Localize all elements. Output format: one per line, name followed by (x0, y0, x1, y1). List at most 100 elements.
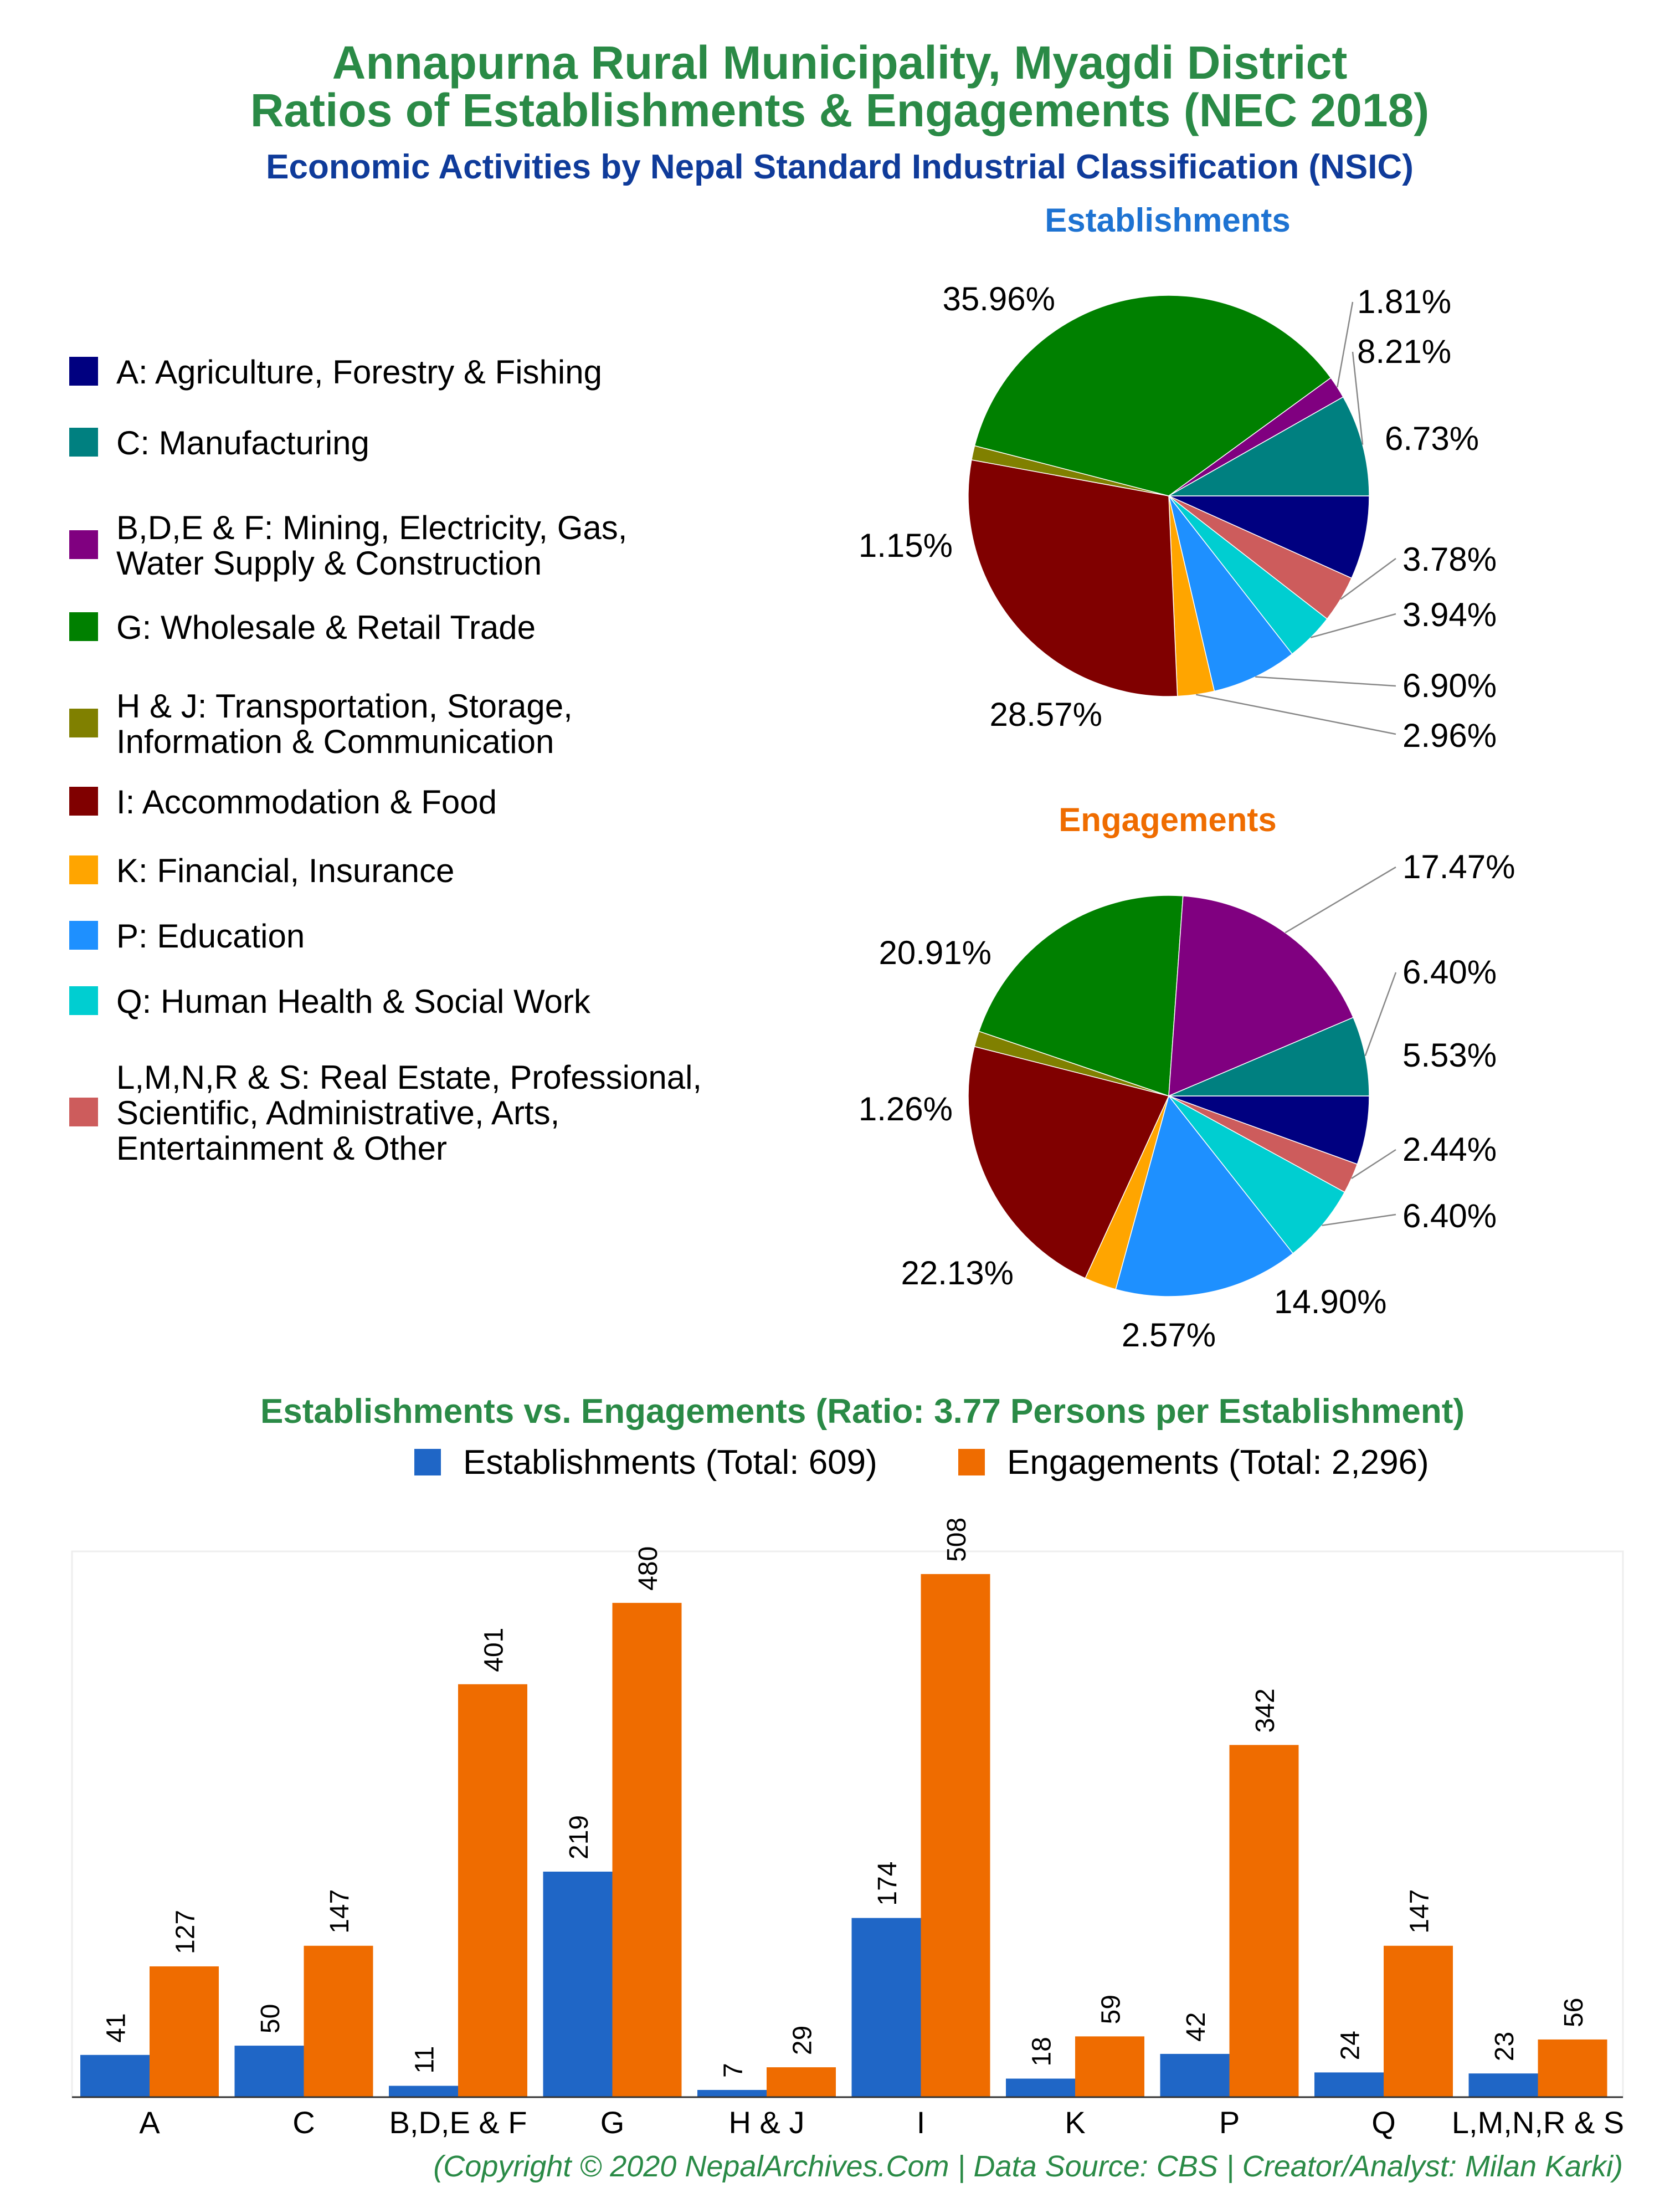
bar-chart-legend: Establishments (Total: 609) Engagements … (414, 1443, 1429, 1482)
x-tick-label-1: C (292, 2105, 315, 2140)
legend-swatch-c (69, 428, 98, 457)
legend-label-hj: H & J: Transportation, Storage, Informati… (116, 688, 573, 760)
legend-swatch-p (69, 921, 98, 950)
eng-label-g: 20.91% (879, 934, 992, 971)
est-label-hj: 1.15% (859, 527, 953, 564)
x-tick-label-4: H & J (729, 2105, 805, 2140)
engagements-pie-title: Engagements (1059, 801, 1276, 838)
legend-swatch-g (69, 612, 98, 641)
eng-slice-i (968, 1046, 1170, 1279)
est-label-p: 6.90% (1402, 667, 1497, 704)
est-leader-k (1196, 694, 1396, 735)
bar-eng-7 (1229, 1745, 1299, 2097)
bar-value-label-eng-2: 401 (480, 1628, 509, 1672)
bar-est-6 (1006, 2078, 1075, 2097)
eng-leader-c (1364, 972, 1397, 1057)
x-tick-label-7: P (1219, 2105, 1240, 2140)
bar-est-7 (1160, 2053, 1230, 2097)
bar-value-label-eng-4: 29 (788, 2026, 818, 2055)
eng-leader-q (1322, 1213, 1396, 1226)
legend-label-a: A: Agriculture, Forestry & Fishing (116, 353, 602, 391)
legend-label-i: I: Accommodation & Food (116, 783, 497, 821)
est-label-g: 35.96% (943, 280, 1056, 317)
bar-est-5 (851, 1918, 921, 2097)
bar-value-label-est-7: 42 (1181, 2012, 1211, 2042)
bar-value-label-est-5: 174 (873, 1862, 902, 1906)
legend-swatch-k (69, 855, 98, 884)
legend-label-k: K: Financial, Insurance (116, 852, 454, 889)
bar-value-label-est-8: 24 (1336, 2031, 1365, 2060)
est-label-q: 3.94% (1402, 596, 1497, 633)
bar-eng-9 (1538, 2039, 1607, 2097)
est-slice-g (974, 295, 1332, 496)
est-leader-lmnrs (1340, 557, 1396, 600)
bar-eng-4 (767, 2067, 836, 2097)
legend-swatch-engagements (958, 1449, 985, 1475)
eng-label-a: 5.53% (1402, 1037, 1497, 1074)
bar-eng-1 (304, 1945, 373, 2097)
legend-swatch-bdef (69, 530, 98, 559)
legend-label-p: P: Education (116, 918, 305, 955)
bar-value-label-est-4: 7 (719, 2063, 748, 2078)
category-legend: A: Agriculture, Forestry & Fishing C: Man… (69, 353, 702, 1167)
est-label-a: 6.73% (1385, 420, 1479, 457)
eng-leader-lmnrs (1351, 1149, 1396, 1180)
bar-est-3 (543, 1871, 613, 2097)
legend-swatch-q (69, 986, 98, 1015)
footer-credit: (Copyright © 2020 NepalArchives.Com | Da… (433, 2150, 1623, 2183)
legend-label-bdef: B,D,E & F: Mining, Electricity, Gas, Wate… (116, 509, 627, 582)
legend-label-lmnrs: L,M,N,R & S: Real Estate, Professional, S… (116, 1059, 702, 1167)
eng-slice-p (1115, 1095, 1294, 1297)
legend-swatch-i (69, 787, 98, 816)
eng-label-k: 2.57% (1122, 1316, 1216, 1354)
x-tick-label-2: B,D,E & F (389, 2105, 527, 2140)
eng-label-q: 6.40% (1402, 1197, 1497, 1234)
bar-value-label-eng-7: 342 (1251, 1688, 1280, 1733)
bar-series-group: 41 127 A 50 147 C 11 401 B,D,E & F 219 480 G 7 29 H & … (80, 1518, 1624, 2140)
bar-value-label-est-9: 23 (1490, 2032, 1519, 2061)
bar-est-0 (80, 2054, 150, 2097)
est-slice-i (968, 459, 1178, 697)
x-tick-label-3: G (600, 2105, 625, 2140)
legend-swatch-a (69, 357, 98, 386)
legend-swatch-establishments (414, 1449, 441, 1475)
bar-value-label-eng-3: 480 (634, 1546, 663, 1591)
x-tick-label-0: A (139, 2105, 160, 2140)
est-leader-bdef (1337, 301, 1354, 388)
bar-value-label-est-6: 18 (1027, 2037, 1057, 2066)
bar-value-label-eng-9: 56 (1559, 1998, 1589, 2027)
bar-eng-0 (150, 1966, 219, 2097)
est-leader-p (1255, 676, 1396, 687)
eng-label-p: 14.90% (1274, 1283, 1387, 1320)
bar-est-9 (1468, 2073, 1538, 2097)
bar-chart-title: Establishments vs. Engagements (Ratio: 3… (260, 1392, 1465, 1431)
bar-value-label-est-1: 50 (256, 2004, 285, 2033)
eng-label-bdef: 17.47% (1402, 848, 1515, 885)
bar-eng-8 (1384, 1945, 1453, 2097)
chart-title-line2: Ratios of Establishments & Engagements (… (250, 84, 1430, 136)
bar-value-label-est-0: 41 (102, 2013, 131, 2042)
legend-label-c: C: Manufacturing (116, 424, 369, 462)
est-slice-a (1168, 495, 1370, 579)
est-label-i: 28.57% (990, 696, 1103, 733)
chart-subtitle: Economic Activities by Nepal Standard In… (266, 148, 1414, 186)
establishments-pie-title: Establishments (1045, 202, 1290, 239)
chart-title-line1: Annapurna Rural Municipality, Myagdi Dis… (332, 37, 1348, 89)
legend-swatch-lmnrs (69, 1098, 98, 1126)
eng-leader-bdef (1285, 866, 1396, 934)
legend-label-q: Q: Human Health & Social Work (116, 983, 591, 1020)
bar-value-label-eng-5: 508 (942, 1518, 972, 1562)
est-label-c: 8.21% (1357, 333, 1451, 370)
bar-value-label-eng-0: 127 (171, 1910, 201, 1954)
est-leader-c (1352, 351, 1364, 445)
bar-eng-2 (458, 1684, 527, 2097)
bar-est-1 (234, 2046, 304, 2097)
eng-slice-c (1168, 1017, 1370, 1096)
bar-eng-5 (921, 1574, 990, 2097)
eng-label-hj: 1.26% (859, 1090, 953, 1128)
est-label-bdef: 1.81% (1357, 283, 1451, 320)
x-tick-label-9: L,M,N,R & S (1452, 2105, 1624, 2140)
x-tick-label-6: K (1065, 2105, 1085, 2140)
legend-label-establishments: Establishments (Total: 609) (463, 1443, 877, 1482)
